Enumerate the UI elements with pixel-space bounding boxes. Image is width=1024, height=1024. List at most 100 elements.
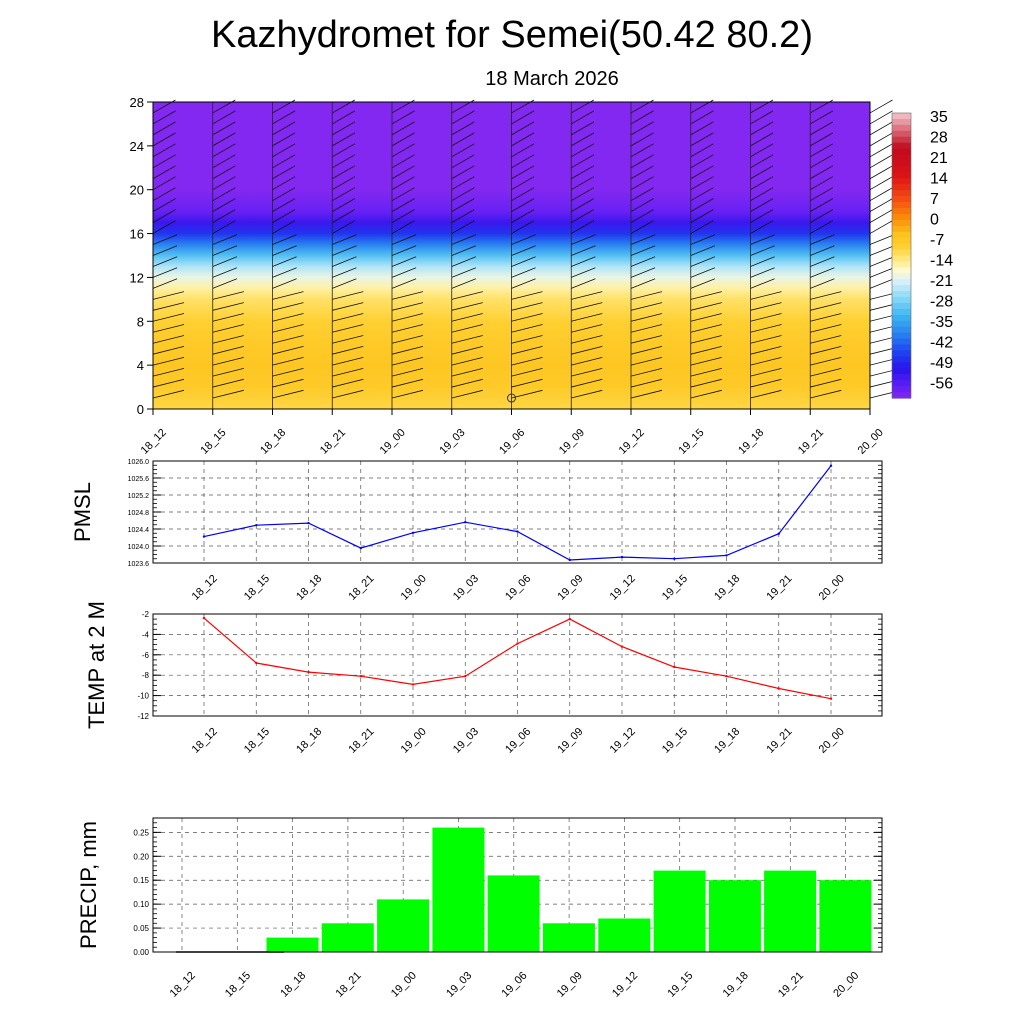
x-tick-label: 18_12 [139,427,169,457]
wind-barb [810,302,842,311]
data-point [255,661,258,665]
colorbar-cell [892,136,911,144]
wind-barb [750,389,782,399]
wind-barb [451,220,475,234]
wind-barb [272,368,304,377]
chart-title: Kazhydromet for Semei(50.42 80.2) [211,14,813,56]
colorbar-label: -28 [930,294,953,311]
wind-barb [571,143,595,158]
wind-barb [511,378,543,388]
x-tick-label: 19_12 [610,970,640,1000]
y-tick-label: 4 [137,358,144,373]
wind-barb [332,176,355,191]
data-point [202,616,206,620]
wind-barb [511,234,536,245]
wind-barb [690,121,714,136]
wind-barb [332,313,364,322]
wind-barb [152,291,185,300]
wind-barb [332,121,355,136]
wind-barb [571,165,594,180]
colorbar-cell [892,249,911,257]
wind-barb [272,220,296,234]
wind-barb [630,143,654,158]
wind-barb [391,143,415,158]
data-point [777,687,780,690]
x-tick-label: 19_21 [796,427,826,457]
wind-barb [750,302,782,311]
colorbar-cell [892,362,911,369]
y-tick-label: 0.25 [133,828,149,837]
colorbar-cell [892,118,911,126]
wind-barb [750,198,774,212]
wind-barb [511,143,535,158]
wind-barb [451,346,483,355]
wind-barb [272,245,297,256]
wind-barb [630,302,663,311]
wind-barb [152,176,176,191]
precip-bar [321,923,374,952]
x-tick-label: 19_06 [497,427,527,457]
x-tick-label: 19_06 [499,970,529,1000]
wind-barb [630,335,663,344]
wind-barb [690,324,722,333]
x-tick-label: 19_03 [451,726,481,756]
y-tick-label: 1026.0 [128,459,150,466]
wind-barb [869,154,893,169]
data-point [725,675,728,678]
wind-barb [391,132,415,147]
colorbar-label: -35 [930,314,953,331]
wind-barb [152,357,185,366]
wind-barb [630,220,654,234]
wind-barb [690,256,716,267]
x-tick-label: 19_09 [555,573,585,603]
data-point [255,524,258,527]
wind-barb [272,256,297,267]
wind-barb [511,121,535,136]
wind-barb [212,357,244,366]
wind-barb [272,378,304,388]
colorbar-cell [892,142,911,150]
wind-barb [212,278,238,289]
data-point [359,546,362,550]
wind-barb [152,302,185,311]
data-point [829,464,833,467]
wind-barb [810,198,834,212]
wind-barb [451,378,483,388]
wind-barb [272,313,304,322]
colorbar-cell [892,273,911,280]
wind-barb [630,346,663,355]
colorbar-label: 0 [930,212,939,229]
wind-barb [391,110,415,125]
wind-barb [272,143,296,158]
x-tick-label: 19_15 [660,573,690,603]
wind-barb [810,368,842,377]
wind-barb [332,368,364,377]
colorbar-cell [892,285,911,292]
wind-barb [332,346,364,355]
wind-barb [212,302,244,311]
wind-barb [810,357,842,366]
wind-barb [750,176,774,191]
wind-barb [152,389,185,399]
wind-barb [750,121,774,136]
colorbar-frame [891,112,912,399]
wind-barb [630,378,663,388]
wind-barb [810,324,842,333]
wind-barb [332,335,364,344]
wind-barb [571,302,603,311]
wind-barb [690,198,714,212]
wind-barb [391,245,417,256]
y-tick-label: 1024.0 [128,544,150,551]
wind-barb [451,256,477,267]
wind-barb [152,324,185,333]
data-point [620,555,624,559]
wind-barb [810,346,842,355]
wind-barb [212,378,244,388]
x-tick-label: 18_21 [318,427,348,457]
colorbar-cell [892,196,911,203]
wind-barb [511,187,535,202]
wind-barb [571,335,603,344]
wind-barb [212,121,236,136]
panel-frame [152,817,883,953]
x-tick-label: 19_00 [399,573,429,603]
